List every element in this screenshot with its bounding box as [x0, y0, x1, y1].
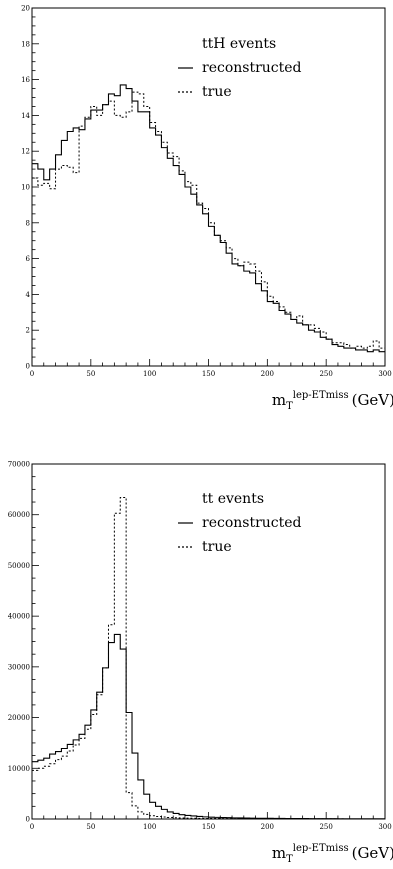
- series-reconstructed-line: [32, 633, 385, 820]
- x-tick-label: 150: [202, 823, 215, 831]
- y-tick-label: 0: [26, 816, 30, 824]
- x-tick-label: 250: [319, 370, 332, 378]
- series-reconstructed-line: [32, 84, 385, 353]
- y-tick-label: 18: [21, 40, 30, 48]
- legend-label-reconstructed: reconstructed: [202, 515, 302, 531]
- y-tick-label: 0: [26, 363, 30, 371]
- x-tick-label: 50: [86, 823, 95, 831]
- y-tick-label: 10: [21, 184, 30, 192]
- x-tick-label: 50: [86, 370, 95, 378]
- y-tick-label: 16: [21, 76, 30, 84]
- x-axis-title: mTlep-ETmiss (GeV): [272, 390, 393, 412]
- tt-histogram-chart: 0 50 100 150 200 250 300 0 10000 20000 30000 40000 5…: [8, 461, 393, 866]
- y-tick-label: 60000: [8, 511, 30, 519]
- x-axis-title: mTlep-ETmiss (GeV): [272, 843, 393, 865]
- x-tick-label: 300: [378, 823, 391, 831]
- x-tick-label: 200: [261, 370, 274, 378]
- legend-title: tt events: [202, 491, 264, 507]
- y-tick-label: 8: [26, 219, 30, 227]
- ttH-histogram-chart: 0 50 100 150 200 250 300 0 2 4 6 8 10 12 14 16 18 20 ttH e…: [21, 5, 393, 413]
- x-tick-label: 300: [378, 370, 391, 378]
- y-tick-label: 50000: [8, 562, 30, 570]
- y-tick-label: 20000: [8, 714, 30, 722]
- series-true-line: [32, 496, 385, 820]
- legend-label-true: true: [202, 539, 232, 555]
- y-tick-label: 2: [26, 327, 30, 335]
- x-tick-label: 200: [261, 823, 274, 831]
- x-tick-label: 100: [143, 370, 156, 378]
- legend-title: ttH events: [202, 36, 276, 52]
- x-tick-label: 0: [30, 823, 34, 831]
- x-tick-label: 100: [143, 823, 156, 831]
- y-tick-label: 20: [21, 5, 30, 13]
- y-tick-label: 12: [21, 148, 30, 156]
- y-tick-label: 30000: [8, 663, 30, 671]
- y-tick-label: 40000: [8, 613, 30, 621]
- legend-label-reconstructed: reconstructed: [202, 60, 302, 76]
- y-tick-label: 10000: [8, 765, 30, 773]
- y-tick-label: 4: [26, 291, 31, 299]
- legend-label-true: true: [202, 84, 232, 100]
- y-tick-label: 70000: [8, 461, 30, 469]
- x-tick-label: 250: [319, 823, 332, 831]
- series-true-line: [32, 91, 385, 349]
- y-tick-label: 14: [21, 112, 30, 120]
- x-tick-label: 0: [30, 370, 34, 378]
- y-tick-label: 6: [26, 255, 31, 263]
- x-tick-label: 150: [202, 370, 215, 378]
